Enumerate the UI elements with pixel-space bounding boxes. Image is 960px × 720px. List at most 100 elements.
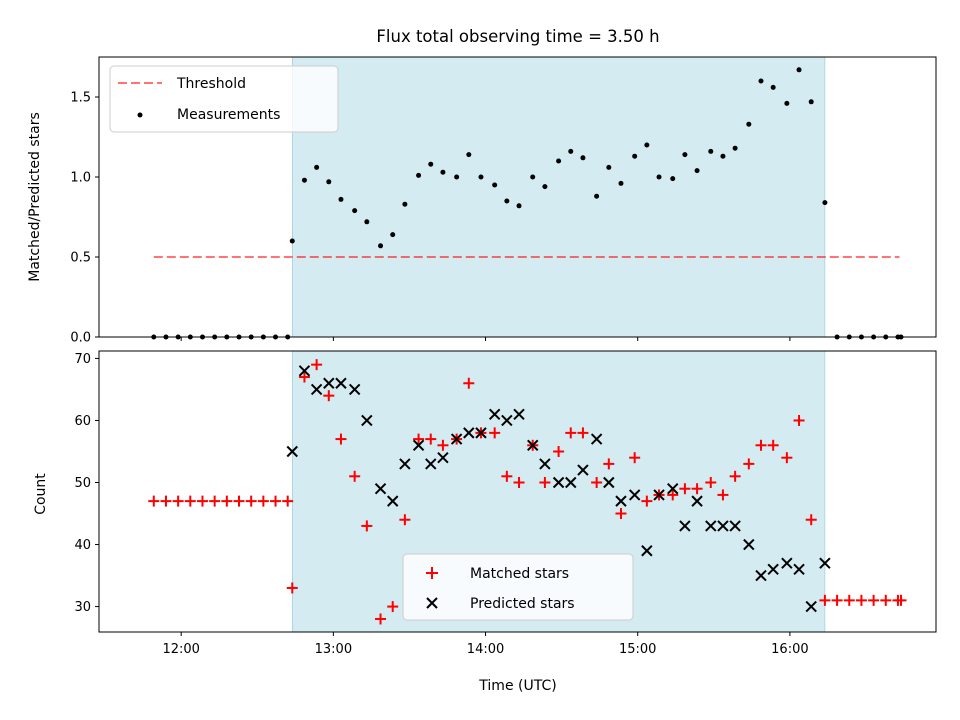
x-axis-label: Time (UTC): [478, 678, 556, 694]
top-panel: 0.0 0.5 1.0 1.5 Matched/Predicted stars Thr…: [27, 56, 937, 346]
matched-star-marker: [831, 594, 843, 606]
matched-star-marker: [425, 433, 437, 445]
matched-star-marker: [387, 601, 399, 613]
top-y-tick-label: 1.5: [70, 91, 91, 106]
predicted-star-marker: [361, 414, 373, 427]
predicted-star-marker: [729, 520, 741, 532]
matched-star-marker: [335, 433, 347, 445]
x-tick-label: 13:00: [315, 642, 352, 657]
measurement-point: [364, 219, 370, 225]
measurement-point: [670, 176, 676, 182]
bottom-legend: Matched stars Predicted stars: [402, 553, 634, 621]
predicted-star-marker: [653, 489, 665, 501]
bottom-y-ticks: 30 40 50 60 70: [74, 352, 99, 615]
matched-star-marker: [221, 495, 233, 507]
matched-star-marker: [233, 495, 245, 507]
measurement-point: [708, 148, 714, 154]
predicted-star-marker: [374, 483, 387, 495]
predicted-star-marker: [691, 495, 703, 507]
matched-star-marker: [603, 458, 615, 470]
measurement-point: [556, 158, 562, 164]
bottom-y-tick-label: 30: [74, 600, 91, 615]
x-tick-label: 16:00: [771, 642, 808, 657]
matched-star-marker: [565, 427, 577, 439]
predicted-star-marker: [641, 545, 653, 557]
x-tick-label: 14:00: [467, 642, 504, 657]
measurement-point: [770, 84, 776, 90]
measurement-point: [644, 142, 650, 148]
measurement-point: [428, 161, 434, 167]
predicted-star-marker: [603, 476, 615, 489]
measurement-point: [694, 168, 700, 174]
predicted-star-marker: [286, 445, 298, 458]
matched-star-marker: [501, 470, 513, 482]
matched-star-marker: [843, 594, 855, 606]
matched-star-marker: [868, 594, 880, 606]
bottom-x-ticks: 12:00 13:00 14:00 15:00 16:00: [162, 632, 809, 657]
predicted-star-marker: [488, 408, 501, 420]
measurement-point: [416, 172, 422, 178]
predicted-star-marker: [475, 427, 487, 439]
predicted-star-marker: [743, 538, 755, 551]
bottom-legend-box: [402, 553, 634, 621]
matched-star-marker: [553, 445, 565, 457]
matched-star-marker: [895, 594, 907, 606]
matched-star-marker: [437, 439, 449, 451]
top-x-ticks: [180, 337, 791, 341]
x-tick-label: 12:00: [162, 642, 199, 657]
matched-star-marker: [463, 377, 475, 389]
predicted-star-marker: [513, 408, 525, 420]
matched-star-marker: [767, 439, 779, 451]
predicted-star-marker: [539, 458, 551, 470]
legend-measurements-swatch: [137, 112, 143, 118]
legend-matched-label: Matched stars: [470, 566, 569, 582]
matched-star-marker: [679, 483, 691, 495]
matched-star-marker: [270, 495, 282, 507]
predicted-star-marker: [755, 569, 767, 582]
predicted-star-marker: [628, 489, 641, 501]
bottom-y-tick-label: 50: [74, 476, 91, 491]
predicted-star-marker: [667, 483, 679, 495]
matched-star-marker: [148, 495, 160, 507]
measurement-point: [746, 121, 752, 127]
predicted-star-marker: [310, 383, 323, 396]
predicted-star-marker: [323, 377, 335, 389]
measurement-point: [326, 179, 332, 185]
matched-star-marker: [257, 495, 269, 507]
matched-star-marker: [286, 582, 298, 594]
matched-star-marker: [489, 427, 501, 439]
matched-star-marker: [349, 470, 361, 482]
matched-star-marker: [577, 427, 589, 439]
matched-star-marker: [755, 439, 767, 451]
legend-measurements-label: Measurements: [177, 107, 280, 123]
top-y-ticks: 0.0 0.5 1.0 1.5: [70, 91, 99, 346]
matched-star-marker: [196, 495, 208, 507]
predicted-star-marker: [615, 495, 627, 507]
top-y-axis-label: Matched/Predicted stars: [27, 112, 43, 282]
measurement-point: [656, 174, 662, 180]
matched-star-marker: [311, 359, 323, 371]
matched-star-marker: [399, 514, 411, 526]
measurement-point: [822, 200, 828, 206]
matched-star-marker: [361, 520, 373, 532]
legend-predicted-swatch: [426, 597, 438, 609]
matched-star-marker: [513, 477, 525, 489]
predicted-star-marker: [437, 451, 449, 464]
legend-matched-swatch: [426, 567, 438, 579]
predicted-star-marker: [805, 600, 817, 613]
measurement-point: [289, 238, 295, 244]
predicted-star-marker: [793, 563, 805, 576]
matched-star-marker: [539, 477, 551, 489]
measurement-point: [301, 177, 307, 183]
matched-star-marker: [413, 433, 425, 445]
matched-star-marker: [298, 371, 310, 383]
measurement-point: [618, 180, 624, 186]
predicted-star-marker: [387, 495, 399, 507]
measurement-point: [492, 182, 498, 188]
measurement-point: [682, 152, 688, 158]
predicted-star-marker: [552, 476, 565, 489]
star-count-points: [148, 359, 907, 625]
top-y-tick-label: 1.0: [70, 171, 91, 186]
matched-star-marker: [705, 477, 717, 489]
